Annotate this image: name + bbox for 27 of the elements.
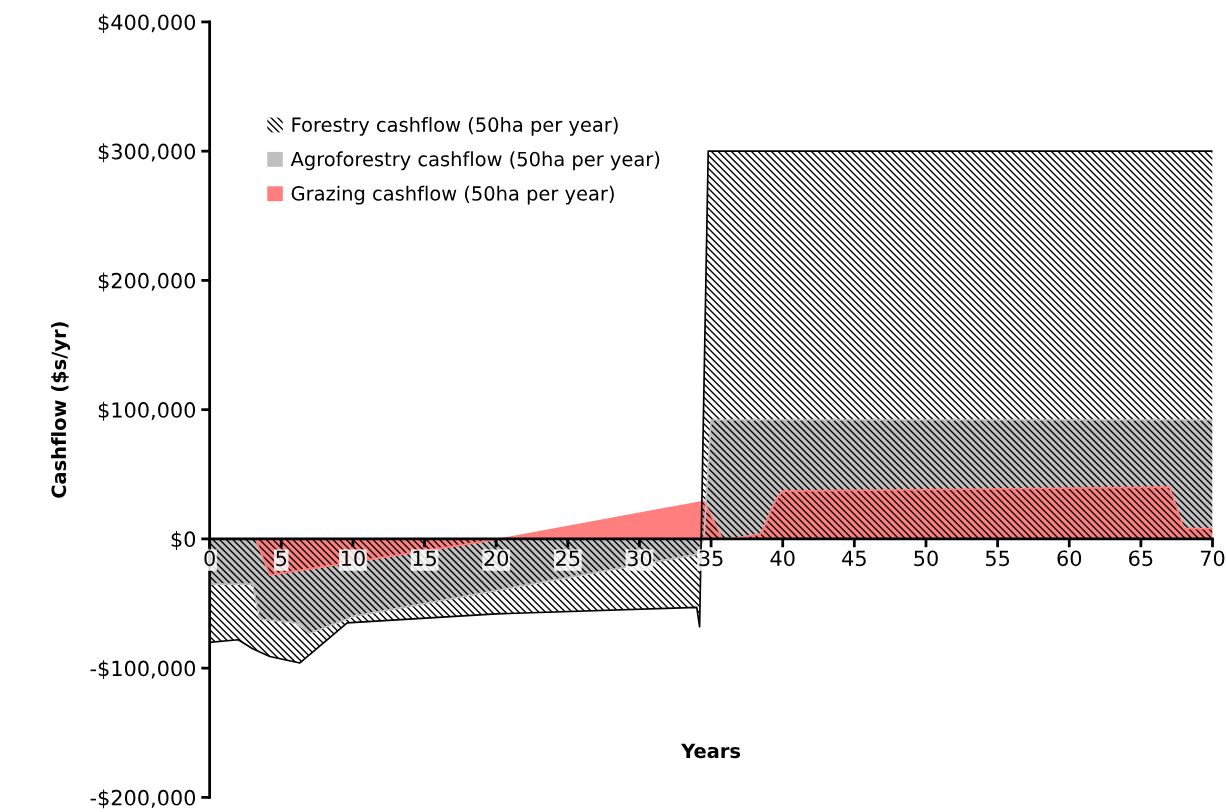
x-tick-label: 50: [914, 550, 938, 567]
legend-label: Grazing cashflow (50ha per year): [291, 185, 614, 205]
x-tick-label: 55: [985, 550, 1010, 567]
x-tick-label: 40: [770, 550, 795, 567]
x-tick-label: 60: [1057, 550, 1082, 567]
x-tick-label: 30: [627, 550, 652, 567]
legend-label: Forestry cashflow (50ha per year): [292, 116, 618, 136]
x-tick-label: 10: [341, 550, 365, 567]
x-axis-title: Years: [681, 743, 741, 759]
x-tick-label: 25: [556, 550, 580, 567]
y-tick-label: $400,000: [98, 14, 196, 33]
x-tick-label: 5: [276, 550, 287, 567]
y-tick-label: $100,000: [98, 401, 196, 421]
y-tick-label: -$200,000: [90, 789, 196, 809]
y-tick-label: $200,000: [98, 272, 196, 292]
x-tick-label: 70: [1200, 550, 1225, 567]
x-tick-label: 45: [842, 550, 866, 567]
x-tick-label: 15: [413, 550, 436, 567]
x-tick-label: 20: [484, 550, 509, 567]
x-tick-label: 35: [699, 550, 723, 567]
legend-label: Agroforestry cashflow (50ha per year): [290, 151, 660, 171]
y-tick-label: $300,000: [98, 143, 196, 163]
x-tick-label: 65: [1129, 550, 1153, 567]
y-tick-label: $0: [171, 530, 196, 550]
y-tick-label: -$100,000: [90, 660, 196, 680]
y-axis-title: Cashflow ($s/yr): [51, 322, 71, 498]
x-tick-label: 0: [204, 550, 215, 567]
